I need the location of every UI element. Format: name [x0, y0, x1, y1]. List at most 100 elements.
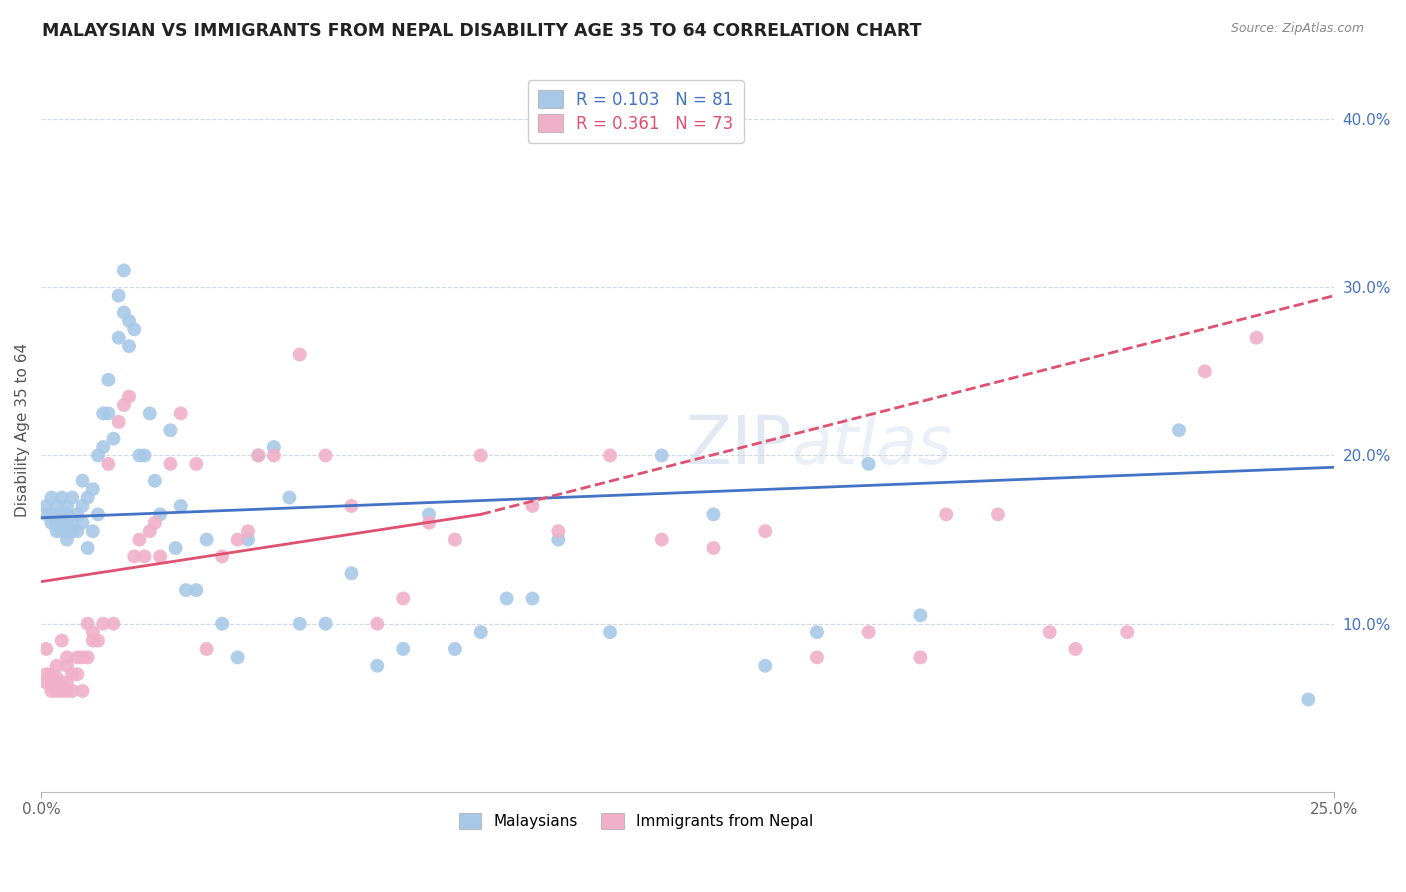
Point — [263, 449, 285, 463]
Point — [1064, 642, 1087, 657]
Point — [76, 650, 98, 665]
Point — [159, 423, 181, 437]
Point — [1246, 331, 1268, 345]
Point — [97, 373, 120, 387]
Point — [170, 406, 193, 420]
Point — [547, 524, 569, 538]
Point — [195, 642, 218, 657]
Point — [444, 533, 467, 547]
Point — [72, 474, 94, 488]
Point — [56, 675, 79, 690]
Point — [1168, 423, 1191, 437]
Point — [82, 633, 104, 648]
Point — [288, 616, 311, 631]
Point — [392, 642, 415, 657]
Point — [366, 616, 388, 631]
Point — [1298, 692, 1320, 706]
Point — [107, 288, 129, 302]
Point — [288, 347, 311, 361]
Point — [159, 457, 181, 471]
Point — [366, 658, 388, 673]
Point — [340, 499, 363, 513]
Point — [143, 516, 166, 530]
Point — [66, 508, 89, 522]
Point — [211, 549, 233, 564]
Point — [35, 667, 58, 681]
Point — [211, 616, 233, 631]
Point — [122, 322, 145, 336]
Point — [97, 406, 120, 420]
Point — [56, 508, 79, 522]
Point — [112, 263, 135, 277]
Point — [806, 650, 828, 665]
Point — [60, 516, 83, 530]
Point — [56, 516, 79, 530]
Point — [72, 650, 94, 665]
Y-axis label: Disability Age 35 to 64: Disability Age 35 to 64 — [15, 343, 30, 517]
Point — [112, 398, 135, 412]
Point — [858, 625, 880, 640]
Point — [702, 541, 724, 555]
Point — [112, 305, 135, 319]
Point — [35, 508, 58, 522]
Point — [66, 667, 89, 681]
Point — [107, 415, 129, 429]
Point — [263, 440, 285, 454]
Point — [51, 675, 73, 690]
Point — [128, 449, 150, 463]
Text: ZIP: ZIP — [686, 412, 792, 478]
Point — [87, 633, 110, 648]
Point — [76, 491, 98, 505]
Point — [470, 625, 492, 640]
Point — [91, 440, 114, 454]
Point — [134, 449, 156, 463]
Point — [418, 516, 440, 530]
Point — [82, 482, 104, 496]
Point — [278, 491, 301, 505]
Point — [910, 608, 932, 623]
Point — [599, 449, 621, 463]
Point — [45, 671, 67, 685]
Point — [134, 549, 156, 564]
Text: atlas: atlas — [792, 412, 952, 478]
Point — [72, 516, 94, 530]
Point — [247, 449, 270, 463]
Point — [754, 524, 776, 538]
Point — [138, 524, 160, 538]
Point — [56, 499, 79, 513]
Point — [45, 508, 67, 522]
Point — [392, 591, 415, 606]
Point — [103, 616, 125, 631]
Point — [51, 516, 73, 530]
Point — [236, 524, 259, 538]
Point — [806, 625, 828, 640]
Point — [60, 524, 83, 538]
Text: Source: ZipAtlas.com: Source: ZipAtlas.com — [1230, 22, 1364, 36]
Point — [45, 658, 67, 673]
Point — [444, 642, 467, 657]
Point — [987, 508, 1010, 522]
Point — [226, 533, 249, 547]
Point — [41, 684, 63, 698]
Point — [45, 675, 67, 690]
Point — [66, 650, 89, 665]
Point — [910, 650, 932, 665]
Point — [82, 625, 104, 640]
Point — [170, 499, 193, 513]
Point — [1039, 625, 1062, 640]
Point — [56, 650, 79, 665]
Point — [72, 684, 94, 698]
Point — [315, 449, 337, 463]
Point — [174, 583, 197, 598]
Point — [72, 499, 94, 513]
Point — [1194, 364, 1216, 378]
Point — [754, 658, 776, 673]
Point — [118, 390, 141, 404]
Point — [97, 457, 120, 471]
Point — [41, 516, 63, 530]
Point — [51, 491, 73, 505]
Point — [91, 406, 114, 420]
Point — [143, 474, 166, 488]
Point — [118, 314, 141, 328]
Point — [56, 524, 79, 538]
